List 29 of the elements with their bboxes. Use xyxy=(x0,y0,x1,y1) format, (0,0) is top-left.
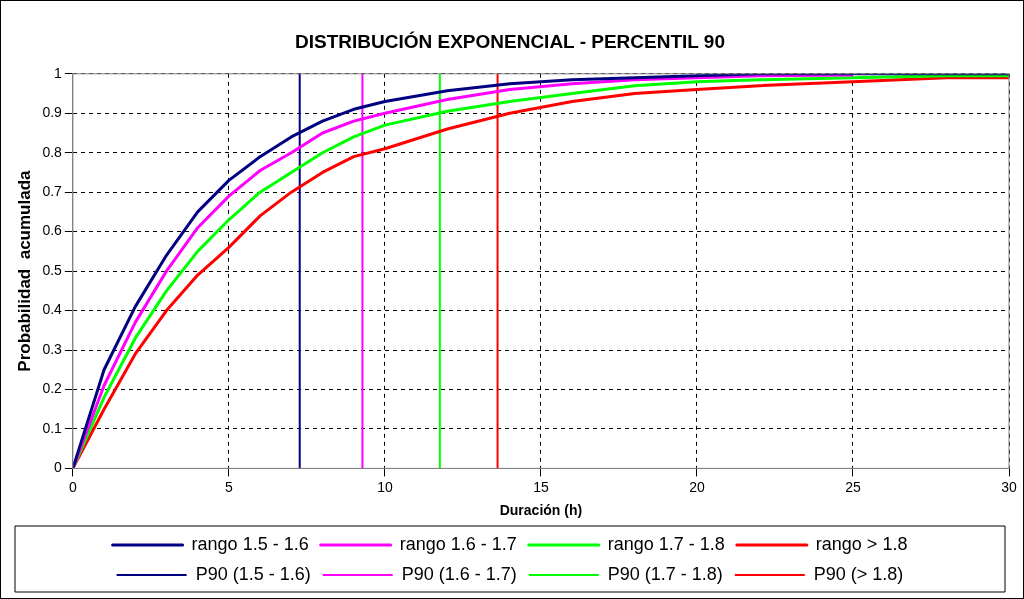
legend-label: rango 1.5 - 1.6 xyxy=(191,533,309,554)
x-tick-label: 0 xyxy=(68,478,77,495)
y-tick-label: 0.3 xyxy=(42,340,63,357)
x-tick-label: 30 xyxy=(1001,478,1017,495)
y-tick-label: 0.9 xyxy=(42,104,63,121)
y-tick-label: 0 xyxy=(54,459,63,476)
y-tick-label: 0.6 xyxy=(42,222,63,239)
legend-label: rango > 1.8 xyxy=(815,533,908,554)
y-tick-label: 0.2 xyxy=(42,380,63,397)
x-axis-title: Duración (h) xyxy=(499,502,583,519)
chart-title: DISTRIBUCIÓN EXPONENCIAL - PERCENTIL 90 xyxy=(294,30,726,52)
legend-label: rango 1.7 - 1.8 xyxy=(607,533,725,554)
legend-label: P90 (1.5 - 1.6) xyxy=(195,563,311,584)
y-tick-label: 0.4 xyxy=(42,301,63,318)
y-tick-label: 0.8 xyxy=(42,143,63,160)
x-tick-label: 25 xyxy=(845,478,861,495)
y-tick-label: 0.5 xyxy=(42,261,63,278)
x-tick-label: 20 xyxy=(689,478,705,495)
x-tick-label: 5 xyxy=(224,478,233,495)
y-tick-label: 1 xyxy=(54,64,63,81)
y-tick-label: 0.1 xyxy=(42,419,63,436)
y-tick-label: 0.7 xyxy=(42,183,63,200)
y-axis-title: Probabilidad acumulada xyxy=(14,169,34,372)
legend-label: P90 (1.6 - 1.7) xyxy=(401,563,517,584)
legend-label: rango 1.6 - 1.7 xyxy=(399,533,517,554)
legend-label: P90 (1.7 - 1.8) xyxy=(607,563,723,584)
legend-label: P90 (> 1.8) xyxy=(813,563,904,584)
x-tick-label: 15 xyxy=(533,478,549,495)
x-tick-label: 10 xyxy=(377,478,393,495)
